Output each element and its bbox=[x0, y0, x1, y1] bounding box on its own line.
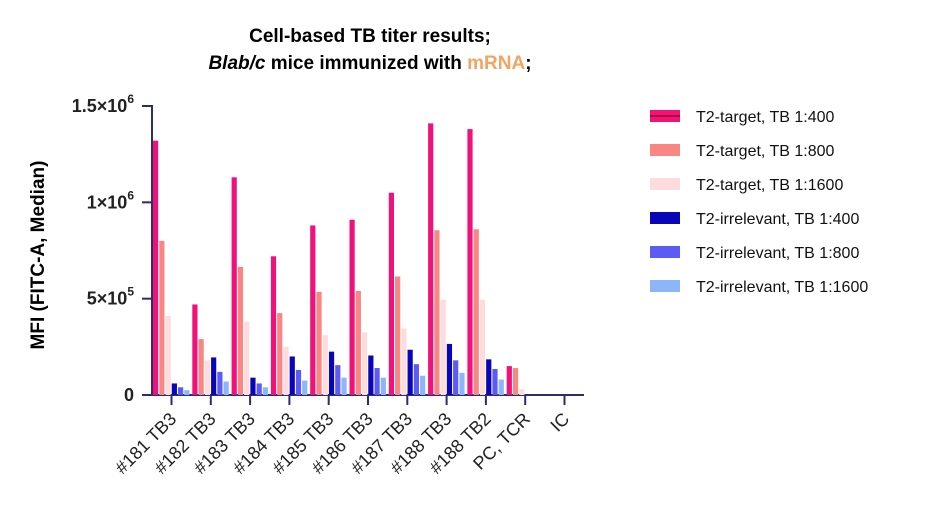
bar bbox=[316, 291, 322, 395]
y-tick-base: 1.5×10 bbox=[72, 96, 128, 116]
bar bbox=[355, 290, 361, 395]
bar bbox=[368, 355, 374, 395]
bar bbox=[486, 359, 492, 395]
bar bbox=[428, 123, 434, 395]
bar bbox=[473, 229, 479, 395]
bar bbox=[184, 390, 190, 395]
legend: T2-target, TB 1:400 T2-target, TB 1:800 T2… bbox=[650, 109, 868, 296]
legend-label: T2-target, TB 1:400 bbox=[696, 109, 835, 126]
bar bbox=[198, 339, 204, 395]
bar bbox=[211, 357, 217, 395]
bar bbox=[413, 364, 419, 395]
bar bbox=[506, 366, 512, 395]
bar bbox=[165, 316, 171, 395]
y-tick-base: 1×10 bbox=[87, 192, 128, 212]
bar bbox=[420, 375, 426, 395]
bar bbox=[256, 383, 262, 395]
bar bbox=[328, 351, 335, 395]
bar bbox=[283, 346, 289, 395]
bar bbox=[459, 372, 465, 395]
bar bbox=[341, 377, 347, 395]
bar bbox=[153, 140, 159, 395]
chart-title-line1: Cell-based TB titer results; bbox=[249, 26, 491, 47]
bar bbox=[479, 299, 486, 395]
bar bbox=[407, 349, 413, 395]
y-tick-exponent: 5 bbox=[127, 285, 134, 299]
bar bbox=[223, 381, 229, 395]
bar bbox=[270, 256, 277, 395]
bar bbox=[395, 276, 401, 395]
bar bbox=[250, 377, 256, 395]
bar bbox=[374, 368, 380, 395]
y-tick-exponent: 6 bbox=[127, 92, 134, 106]
bar bbox=[440, 299, 446, 395]
legend-label: T2-target, TB 1:1600 bbox=[696, 177, 843, 194]
title-end: ; bbox=[525, 53, 531, 74]
legend-label: T2-irrelevant, TB 1:400 bbox=[696, 211, 859, 228]
bar bbox=[289, 356, 295, 395]
bar bbox=[262, 387, 269, 395]
bars bbox=[153, 123, 525, 395]
y-tick-base: 0 bbox=[124, 385, 134, 405]
bar bbox=[446, 343, 453, 395]
title-text: mice immunized with bbox=[265, 53, 467, 74]
legend-label: T2-irrelevant, TB 1:1600 bbox=[696, 279, 868, 296]
bar bbox=[322, 335, 328, 395]
bar bbox=[159, 240, 165, 395]
legend-swatch bbox=[650, 246, 680, 258]
bar bbox=[380, 377, 386, 395]
y-tick-label: 5×105 bbox=[87, 285, 135, 309]
bar bbox=[171, 383, 177, 395]
y-tick-label: 1.5×106 bbox=[72, 92, 135, 116]
y-tick-label: 1×106 bbox=[87, 188, 135, 212]
bar bbox=[244, 321, 250, 395]
title-mrna: mRNA bbox=[467, 53, 525, 74]
x-ticks: #181 TB3#182 TB3#183 TB3#184 TB3#185 TB3… bbox=[111, 395, 573, 478]
bar bbox=[492, 368, 498, 395]
bar bbox=[204, 360, 210, 395]
bar bbox=[192, 304, 198, 395]
bar bbox=[335, 365, 341, 395]
bar bbox=[434, 230, 440, 395]
legend-swatch bbox=[650, 212, 680, 224]
bar bbox=[401, 328, 407, 395]
legend-swatch bbox=[650, 144, 680, 156]
bar bbox=[362, 332, 368, 395]
bar bbox=[453, 360, 459, 395]
bar bbox=[231, 177, 237, 395]
bar bbox=[277, 313, 283, 395]
bar bbox=[217, 371, 223, 395]
legend-label: T2-irrelevant, TB 1:800 bbox=[696, 245, 859, 262]
y-tick-label: 0 bbox=[124, 385, 134, 405]
bar bbox=[388, 192, 394, 395]
bar bbox=[310, 225, 316, 395]
x-tick-label: IC bbox=[546, 409, 573, 436]
title-strain: Blab/c bbox=[208, 53, 265, 74]
legend-swatch bbox=[650, 280, 680, 292]
bar bbox=[512, 368, 519, 395]
legend-label: T2-target, TB 1:800 bbox=[696, 143, 835, 160]
chart-title-line2: Blab/c mice immunized with mRNA; bbox=[208, 53, 531, 74]
y-tick-base: 5×10 bbox=[87, 289, 128, 309]
y-axis-label: MFI (FITC-A, Median) bbox=[28, 161, 49, 350]
bar bbox=[237, 266, 244, 395]
bar bbox=[467, 129, 473, 395]
bar bbox=[302, 380, 308, 395]
bar bbox=[178, 387, 184, 395]
bar bbox=[498, 379, 504, 395]
bar bbox=[349, 219, 355, 395]
y-tick-exponent: 6 bbox=[127, 188, 134, 202]
bar bbox=[519, 389, 525, 395]
legend-swatch bbox=[650, 178, 680, 190]
bar bbox=[295, 369, 302, 395]
